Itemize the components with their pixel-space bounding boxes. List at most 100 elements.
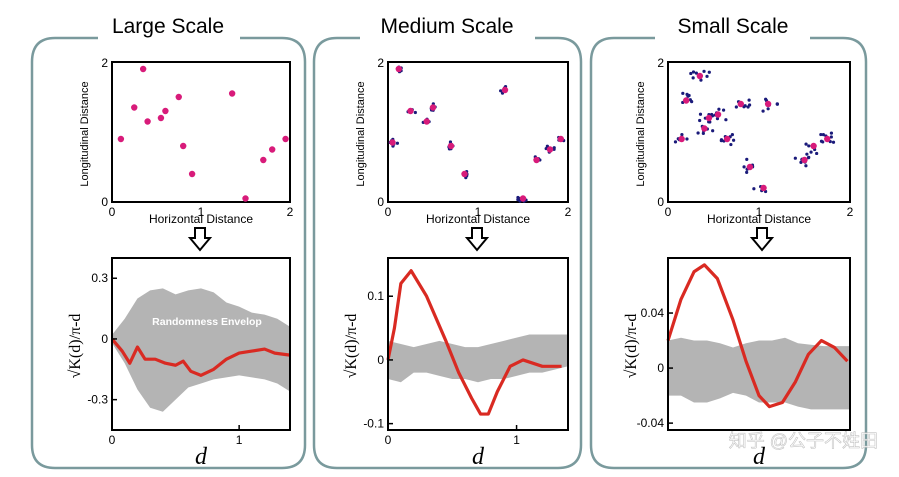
cluster-point <box>715 117 720 121</box>
k-function-plot-large: Randomness Envelop 0.3 0 -0.3 0 1 d √K(d)/π-d <box>67 257 291 470</box>
plot-frame <box>111 257 291 431</box>
cluster-point <box>673 140 678 144</box>
cluster-point <box>766 107 770 111</box>
k-function-plot-medium: 0.10-0.10 1d√K(d)/π-d <box>343 257 569 470</box>
k-function-curve <box>386 269 562 416</box>
center-point <box>260 156 267 164</box>
center-point <box>760 184 767 192</box>
center-point <box>139 65 147 73</box>
scatter-plot-small: 2 00 1 2 Horizontal Distance Longitudinal Dis… <box>635 56 854 226</box>
center-point <box>764 100 772 108</box>
cluster-point <box>807 144 811 148</box>
y-axis-label: Longitudinal Distance <box>355 81 367 186</box>
center-point <box>175 93 182 101</box>
x-tick-label: 2 <box>565 205 572 219</box>
cluster-point <box>745 157 749 162</box>
cluster-point <box>806 156 811 160</box>
center-point <box>162 107 169 115</box>
cluster-point <box>805 152 809 156</box>
y-tick-label: 0 <box>657 361 664 375</box>
y-tick-label: -0.04 <box>637 416 665 430</box>
cluster-point <box>764 97 768 101</box>
randomness-envelope <box>112 288 290 412</box>
center-point <box>395 65 402 73</box>
center-point <box>519 195 527 202</box>
center-point <box>678 135 685 143</box>
center-point <box>723 135 731 143</box>
cluster-point <box>685 137 689 141</box>
x-tick-label: 1 <box>513 433 520 447</box>
panel-title-medium: Medium Scale <box>380 15 513 38</box>
cluster-point <box>685 92 689 96</box>
cluster-point <box>734 105 738 109</box>
center-point <box>131 104 138 111</box>
k-function-plot-small: 0.04 0 -0.04 d √K(d)/π-d <box>623 257 851 470</box>
panel-frame-medium <box>312 36 583 470</box>
cluster-point <box>819 139 824 143</box>
cluster-point <box>448 140 453 144</box>
cluster-point <box>775 102 779 106</box>
center-point <box>746 163 754 171</box>
cluster-point <box>698 112 703 116</box>
x-tick-label: 1 <box>756 205 763 219</box>
x-tick-label: 1 <box>475 205 482 219</box>
center-point <box>242 195 249 202</box>
center-point <box>501 86 509 94</box>
cluster-point <box>395 141 400 145</box>
x-axis-label: Horizontal Distance <box>149 212 253 226</box>
x-tick-label: 0 <box>109 205 116 219</box>
cluster-point <box>829 135 833 139</box>
cluster-point <box>729 142 733 147</box>
envelope-label: Randomness Envelop <box>152 316 262 328</box>
cluster-point <box>696 131 700 135</box>
cluster-point <box>699 78 703 82</box>
x-axis-label: d <box>753 444 766 470</box>
cluster-point <box>815 151 819 156</box>
cluster-point <box>793 156 797 160</box>
x-tick-label: 1 <box>198 205 205 219</box>
cluster-point <box>698 118 702 123</box>
scatter-frame <box>667 61 851 203</box>
center-point <box>423 118 430 125</box>
center-point <box>461 170 468 178</box>
k-function-curve <box>110 337 291 377</box>
cluster-point <box>821 133 825 137</box>
cluster-point <box>747 98 751 102</box>
x-tick-label: 0 <box>109 433 116 447</box>
y-tick-label: 0 <box>101 332 108 346</box>
center-point <box>737 100 744 108</box>
y-tick-label: 0.04 <box>641 306 665 320</box>
y-tick-label: 0 <box>101 195 108 209</box>
scatter-frame <box>387 61 569 203</box>
cluster-point <box>829 131 834 135</box>
cluster-point <box>689 71 693 76</box>
panel-title-small: Small Scale <box>678 15 789 38</box>
panel-title-large: Large Scale <box>112 15 224 38</box>
cluster-point <box>721 108 726 112</box>
x-tick-label: 0 <box>385 205 392 219</box>
center-point <box>407 107 414 115</box>
y-tick-label: -0.1 <box>363 417 384 431</box>
y-tick-label: 2 <box>657 56 664 70</box>
down-arrow-icon <box>464 227 490 252</box>
center-point <box>447 142 455 150</box>
cluster-point <box>748 103 752 107</box>
cluster-point <box>752 187 756 191</box>
cluster-point <box>707 70 711 74</box>
randomness-envelope <box>668 337 850 410</box>
cluster-point <box>413 110 417 115</box>
x-tick-label: 1 <box>236 433 243 447</box>
center-point <box>429 104 437 111</box>
cluster-point <box>732 138 736 142</box>
center-point <box>228 90 236 97</box>
watermark: 知乎 @公子不姓田 <box>729 431 878 451</box>
cluster-point <box>819 132 823 137</box>
plot-frame <box>667 257 851 431</box>
y-tick-label: 0 <box>377 195 384 209</box>
cluster-point <box>719 138 724 142</box>
x-tick-label: 2 <box>847 205 854 219</box>
cluster-point <box>694 71 698 75</box>
cluster-point <box>804 142 808 146</box>
center-point <box>714 111 722 118</box>
cluster-point <box>711 129 715 133</box>
